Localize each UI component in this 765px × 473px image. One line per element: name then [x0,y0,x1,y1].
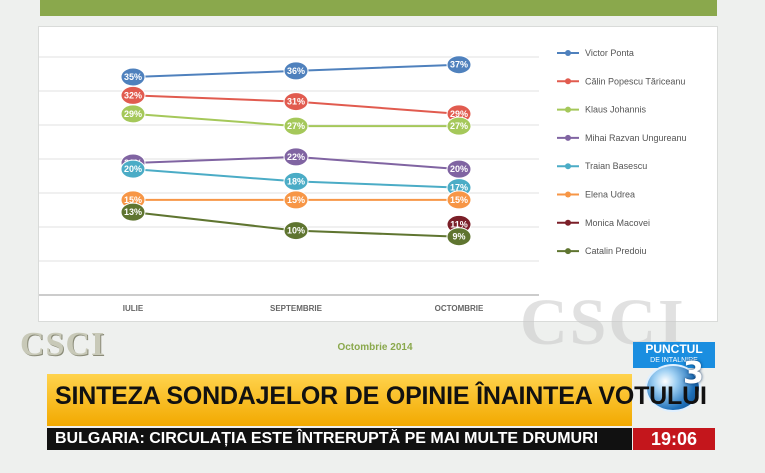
data-point [283,116,309,136]
data-label: 15% [124,195,142,205]
series-2: 29% 27% 27% [120,104,472,136]
data-label: 18% [287,176,305,186]
data-label: 9% [452,232,465,242]
legend-swatch-marker [565,163,571,170]
series-5: 15% 15% 15% [120,190,472,210]
legend: Victor Ponta Călin Popescu Tăriceanu Klaus… [557,48,687,256]
news-ticker: BULGARIA: CIRCULAȚIA ESTE ÎNTRERUPTĂ PE … [47,428,632,450]
chart-panel: 35%36%37%32%31%29%29%27%27%21%22%20%20%1… [38,26,718,322]
data-label: 31% [287,97,305,107]
slide-top-bar [40,0,717,16]
data-point [120,202,146,222]
headline-text: SINTEZA SONDAJELOR DE OPINIE ÎNAINTEA VO… [55,382,707,410]
logo-title: PUNCTUL [645,342,703,356]
logo-subtitle: DE INTALNIRE [650,357,698,364]
data-point [446,190,472,210]
data-label: 35% [124,72,142,82]
data-point [283,92,309,112]
data-label: 13% [124,207,142,217]
legend-swatch-marker [565,106,571,113]
poll-line-chart: 35%36%37%32%31%29%29%27%27%21%22%20%20%1… [39,48,687,313]
logo-number: 3 [683,356,704,391]
data-label: 17% [450,183,468,193]
data-label: 22% [287,152,305,162]
data-label: 11% [450,219,468,229]
data-label: 10% [287,226,305,236]
data-point [120,159,146,179]
data-label: 36% [287,66,305,76]
legend-swatch-marker [565,248,571,255]
legend-swatch-marker [565,191,571,198]
data-label: 15% [450,195,468,205]
clock: 19:06 [633,428,715,450]
data-label: 27% [287,121,305,131]
legend-label: Elena Udrea [585,190,635,200]
legend-label: Călin Popescu Tăriceanu [585,76,685,86]
data-label: 20% [124,164,142,174]
headline-banner: SINTEZA SONDAJELOR DE OPINIE ÎNAINTEA VO… [47,374,707,426]
series-0: 35% 36% 37% [120,55,472,87]
data-label: 37% [450,60,468,70]
x-axis: IULIE SEPTEMBRIE OCTOMBRIE [39,294,539,313]
data-point [446,55,472,75]
data-point [446,227,472,247]
legend-swatch-marker [565,50,571,56]
data-label: 32% [124,90,142,100]
data-point [283,190,309,210]
data-label: 29% [124,109,142,119]
x-tick-label: OCTOMBRIE [435,304,484,313]
legend-swatch-marker [565,78,571,85]
chart-footer: Octombrie 2014 [337,342,413,353]
data-label: 20% [450,164,468,174]
globe-icon [645,364,701,412]
x-tick-label: SEPTEMBRIE [270,304,323,313]
legend-label: Klaus Johannis [585,105,647,115]
series-layer: 35%36%37%32%31%29%29%27%27%21%22%20%20%1… [120,55,472,247]
ticker-text: BULGARIA: CIRCULAȚIA ESTE ÎNTRERUPTĂ PE … [55,430,599,447]
x-tick-label: IULIE [123,304,144,313]
channel-logo: PUNCTUL DE INTALNIRE 3 [633,342,715,412]
csci-watermark-left: CSCI [20,326,106,363]
data-point [446,116,472,136]
data-label: 27% [450,121,468,131]
legend-label: Victor Ponta [585,48,634,58]
data-point [120,104,146,124]
legend-label: Monica Macovei [585,218,650,228]
series-7: 13% 10% 9% [120,202,472,247]
legend-swatch-marker [565,219,571,226]
data-label: 29% [450,109,468,119]
data-point [283,61,309,81]
logo-banner: PUNCTUL DE INTALNIRE [633,342,715,368]
legend-swatch-marker [565,134,571,141]
data-point [283,221,309,241]
legend-label: Mihai Razvan Ungureanu [585,133,687,143]
legend-label: Traian Basescu [585,161,647,171]
data-point [283,147,309,167]
data-label: 15% [287,195,305,205]
legend-label: Catalin Predoiu [585,246,647,256]
